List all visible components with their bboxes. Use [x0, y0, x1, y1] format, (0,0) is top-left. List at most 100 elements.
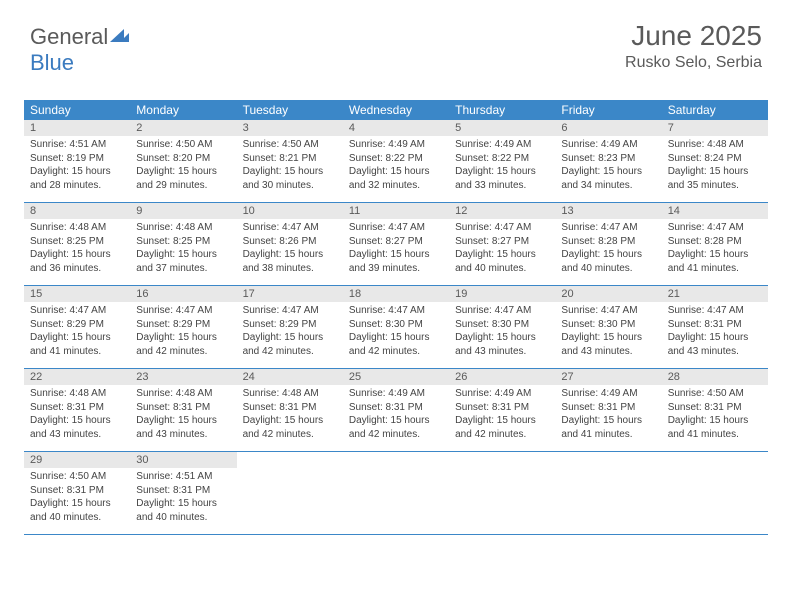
sunrise-text: Sunrise: 4:47 AM — [449, 221, 555, 235]
day2-text: and 33 minutes. — [449, 179, 555, 193]
day-number: 24 — [237, 369, 343, 385]
day1-text: Daylight: 15 hours — [24, 331, 130, 345]
day1-text: Daylight: 15 hours — [130, 248, 236, 262]
day2-text: and 28 minutes. — [24, 179, 130, 193]
calendar-cell: 8Sunrise: 4:48 AMSunset: 8:25 PMDaylight… — [24, 203, 130, 285]
calendar-cell — [449, 452, 555, 534]
day-number: 30 — [130, 452, 236, 468]
day-number: 26 — [449, 369, 555, 385]
sunset-text: Sunset: 8:30 PM — [555, 318, 661, 332]
logo-word2: Blue — [30, 50, 74, 75]
day1-text: Daylight: 15 hours — [343, 331, 449, 345]
day1-text: Daylight: 15 hours — [449, 248, 555, 262]
day-header: Wednesday — [343, 100, 449, 120]
day2-text: and 37 minutes. — [130, 262, 236, 276]
sunrise-text: Sunrise: 4:49 AM — [449, 387, 555, 401]
day-number: 20 — [555, 286, 661, 302]
day2-text: and 40 minutes. — [555, 262, 661, 276]
sunrise-text: Sunrise: 4:47 AM — [130, 304, 236, 318]
day-number: 8 — [24, 203, 130, 219]
sunset-text: Sunset: 8:31 PM — [237, 401, 343, 415]
calendar-cell: 24Sunrise: 4:48 AMSunset: 8:31 PMDayligh… — [237, 369, 343, 451]
day-number: 22 — [24, 369, 130, 385]
location-label: Rusko Selo, Serbia — [625, 54, 762, 72]
day2-text: and 40 minutes. — [130, 511, 236, 525]
day-header: Tuesday — [237, 100, 343, 120]
sunrise-text: Sunrise: 4:49 AM — [343, 138, 449, 152]
day-number: 28 — [662, 369, 768, 385]
logo-triangle2-icon — [120, 33, 129, 42]
day-number: 16 — [130, 286, 236, 302]
sunrise-text: Sunrise: 4:48 AM — [130, 221, 236, 235]
day1-text: Daylight: 15 hours — [343, 165, 449, 179]
day2-text: and 41 minutes. — [555, 428, 661, 442]
day2-text: and 42 minutes. — [130, 345, 236, 359]
calendar-cell: 7Sunrise: 4:48 AMSunset: 8:24 PMDaylight… — [662, 120, 768, 202]
calendar-week: 29Sunrise: 4:50 AMSunset: 8:31 PMDayligh… — [24, 452, 768, 535]
calendar-week: 22Sunrise: 4:48 AMSunset: 8:31 PMDayligh… — [24, 369, 768, 452]
calendar-cell — [662, 452, 768, 534]
sunrise-text: Sunrise: 4:47 AM — [662, 221, 768, 235]
sunset-text: Sunset: 8:28 PM — [662, 235, 768, 249]
day1-text: Daylight: 15 hours — [130, 497, 236, 511]
calendar-cell: 12Sunrise: 4:47 AMSunset: 8:27 PMDayligh… — [449, 203, 555, 285]
day2-text: and 36 minutes. — [24, 262, 130, 276]
sunset-text: Sunset: 8:31 PM — [24, 484, 130, 498]
sunrise-text: Sunrise: 4:47 AM — [343, 221, 449, 235]
day-number: 19 — [449, 286, 555, 302]
day2-text: and 39 minutes. — [343, 262, 449, 276]
sunrise-text: Sunrise: 4:49 AM — [555, 138, 661, 152]
day-headers-row: Sunday Monday Tuesday Wednesday Thursday… — [24, 100, 768, 120]
day-number: 14 — [662, 203, 768, 219]
calendar-cell: 15Sunrise: 4:47 AMSunset: 8:29 PMDayligh… — [24, 286, 130, 368]
sunrise-text: Sunrise: 4:48 AM — [237, 387, 343, 401]
day-number: 18 — [343, 286, 449, 302]
sunset-text: Sunset: 8:31 PM — [130, 401, 236, 415]
day1-text: Daylight: 15 hours — [130, 414, 236, 428]
calendar-cell: 16Sunrise: 4:47 AMSunset: 8:29 PMDayligh… — [130, 286, 236, 368]
sunrise-text: Sunrise: 4:49 AM — [343, 387, 449, 401]
logo: General Blue — [30, 24, 129, 76]
calendar-week: 8Sunrise: 4:48 AMSunset: 8:25 PMDaylight… — [24, 203, 768, 286]
calendar-cell — [343, 452, 449, 534]
sunset-text: Sunset: 8:31 PM — [555, 401, 661, 415]
calendar-week: 15Sunrise: 4:47 AMSunset: 8:29 PMDayligh… — [24, 286, 768, 369]
sunrise-text: Sunrise: 4:50 AM — [662, 387, 768, 401]
day-number: 11 — [343, 203, 449, 219]
day-header: Sunday — [24, 100, 130, 120]
day1-text: Daylight: 15 hours — [237, 331, 343, 345]
day1-text: Daylight: 15 hours — [343, 414, 449, 428]
sunset-text: Sunset: 8:24 PM — [662, 152, 768, 166]
day1-text: Daylight: 15 hours — [130, 331, 236, 345]
day-number: 4 — [343, 120, 449, 136]
calendar-cell: 18Sunrise: 4:47 AMSunset: 8:30 PMDayligh… — [343, 286, 449, 368]
day-number: 17 — [237, 286, 343, 302]
day1-text: Daylight: 15 hours — [130, 165, 236, 179]
calendar-cell: 3Sunrise: 4:50 AMSunset: 8:21 PMDaylight… — [237, 120, 343, 202]
sunrise-text: Sunrise: 4:50 AM — [130, 138, 236, 152]
sunrise-text: Sunrise: 4:47 AM — [662, 304, 768, 318]
calendar-cell — [555, 452, 661, 534]
calendar-cell: 29Sunrise: 4:50 AMSunset: 8:31 PMDayligh… — [24, 452, 130, 534]
sunrise-text: Sunrise: 4:47 AM — [343, 304, 449, 318]
day2-text: and 42 minutes. — [343, 428, 449, 442]
sunset-text: Sunset: 8:22 PM — [449, 152, 555, 166]
sunrise-text: Sunrise: 4:50 AM — [237, 138, 343, 152]
sunset-text: Sunset: 8:27 PM — [343, 235, 449, 249]
calendar-cell: 30Sunrise: 4:51 AMSunset: 8:31 PMDayligh… — [130, 452, 236, 534]
sunrise-text: Sunrise: 4:47 AM — [555, 304, 661, 318]
sunrise-text: Sunrise: 4:47 AM — [237, 304, 343, 318]
day-number: 2 — [130, 120, 236, 136]
sunset-text: Sunset: 8:27 PM — [449, 235, 555, 249]
day1-text: Daylight: 15 hours — [24, 497, 130, 511]
day-number: 27 — [555, 369, 661, 385]
day2-text: and 43 minutes. — [130, 428, 236, 442]
sunrise-text: Sunrise: 4:51 AM — [24, 138, 130, 152]
calendar-cell: 25Sunrise: 4:49 AMSunset: 8:31 PMDayligh… — [343, 369, 449, 451]
calendar-cell: 2Sunrise: 4:50 AMSunset: 8:20 PMDaylight… — [130, 120, 236, 202]
sunset-text: Sunset: 8:29 PM — [24, 318, 130, 332]
sunset-text: Sunset: 8:31 PM — [449, 401, 555, 415]
day2-text: and 35 minutes. — [662, 179, 768, 193]
sunrise-text: Sunrise: 4:47 AM — [449, 304, 555, 318]
day-number: 7 — [662, 120, 768, 136]
